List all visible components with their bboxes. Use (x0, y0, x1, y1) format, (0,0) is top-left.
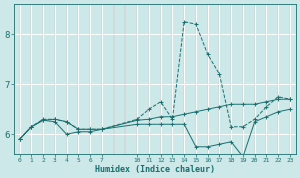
X-axis label: Humidex (Indice chaleur): Humidex (Indice chaleur) (95, 165, 215, 174)
